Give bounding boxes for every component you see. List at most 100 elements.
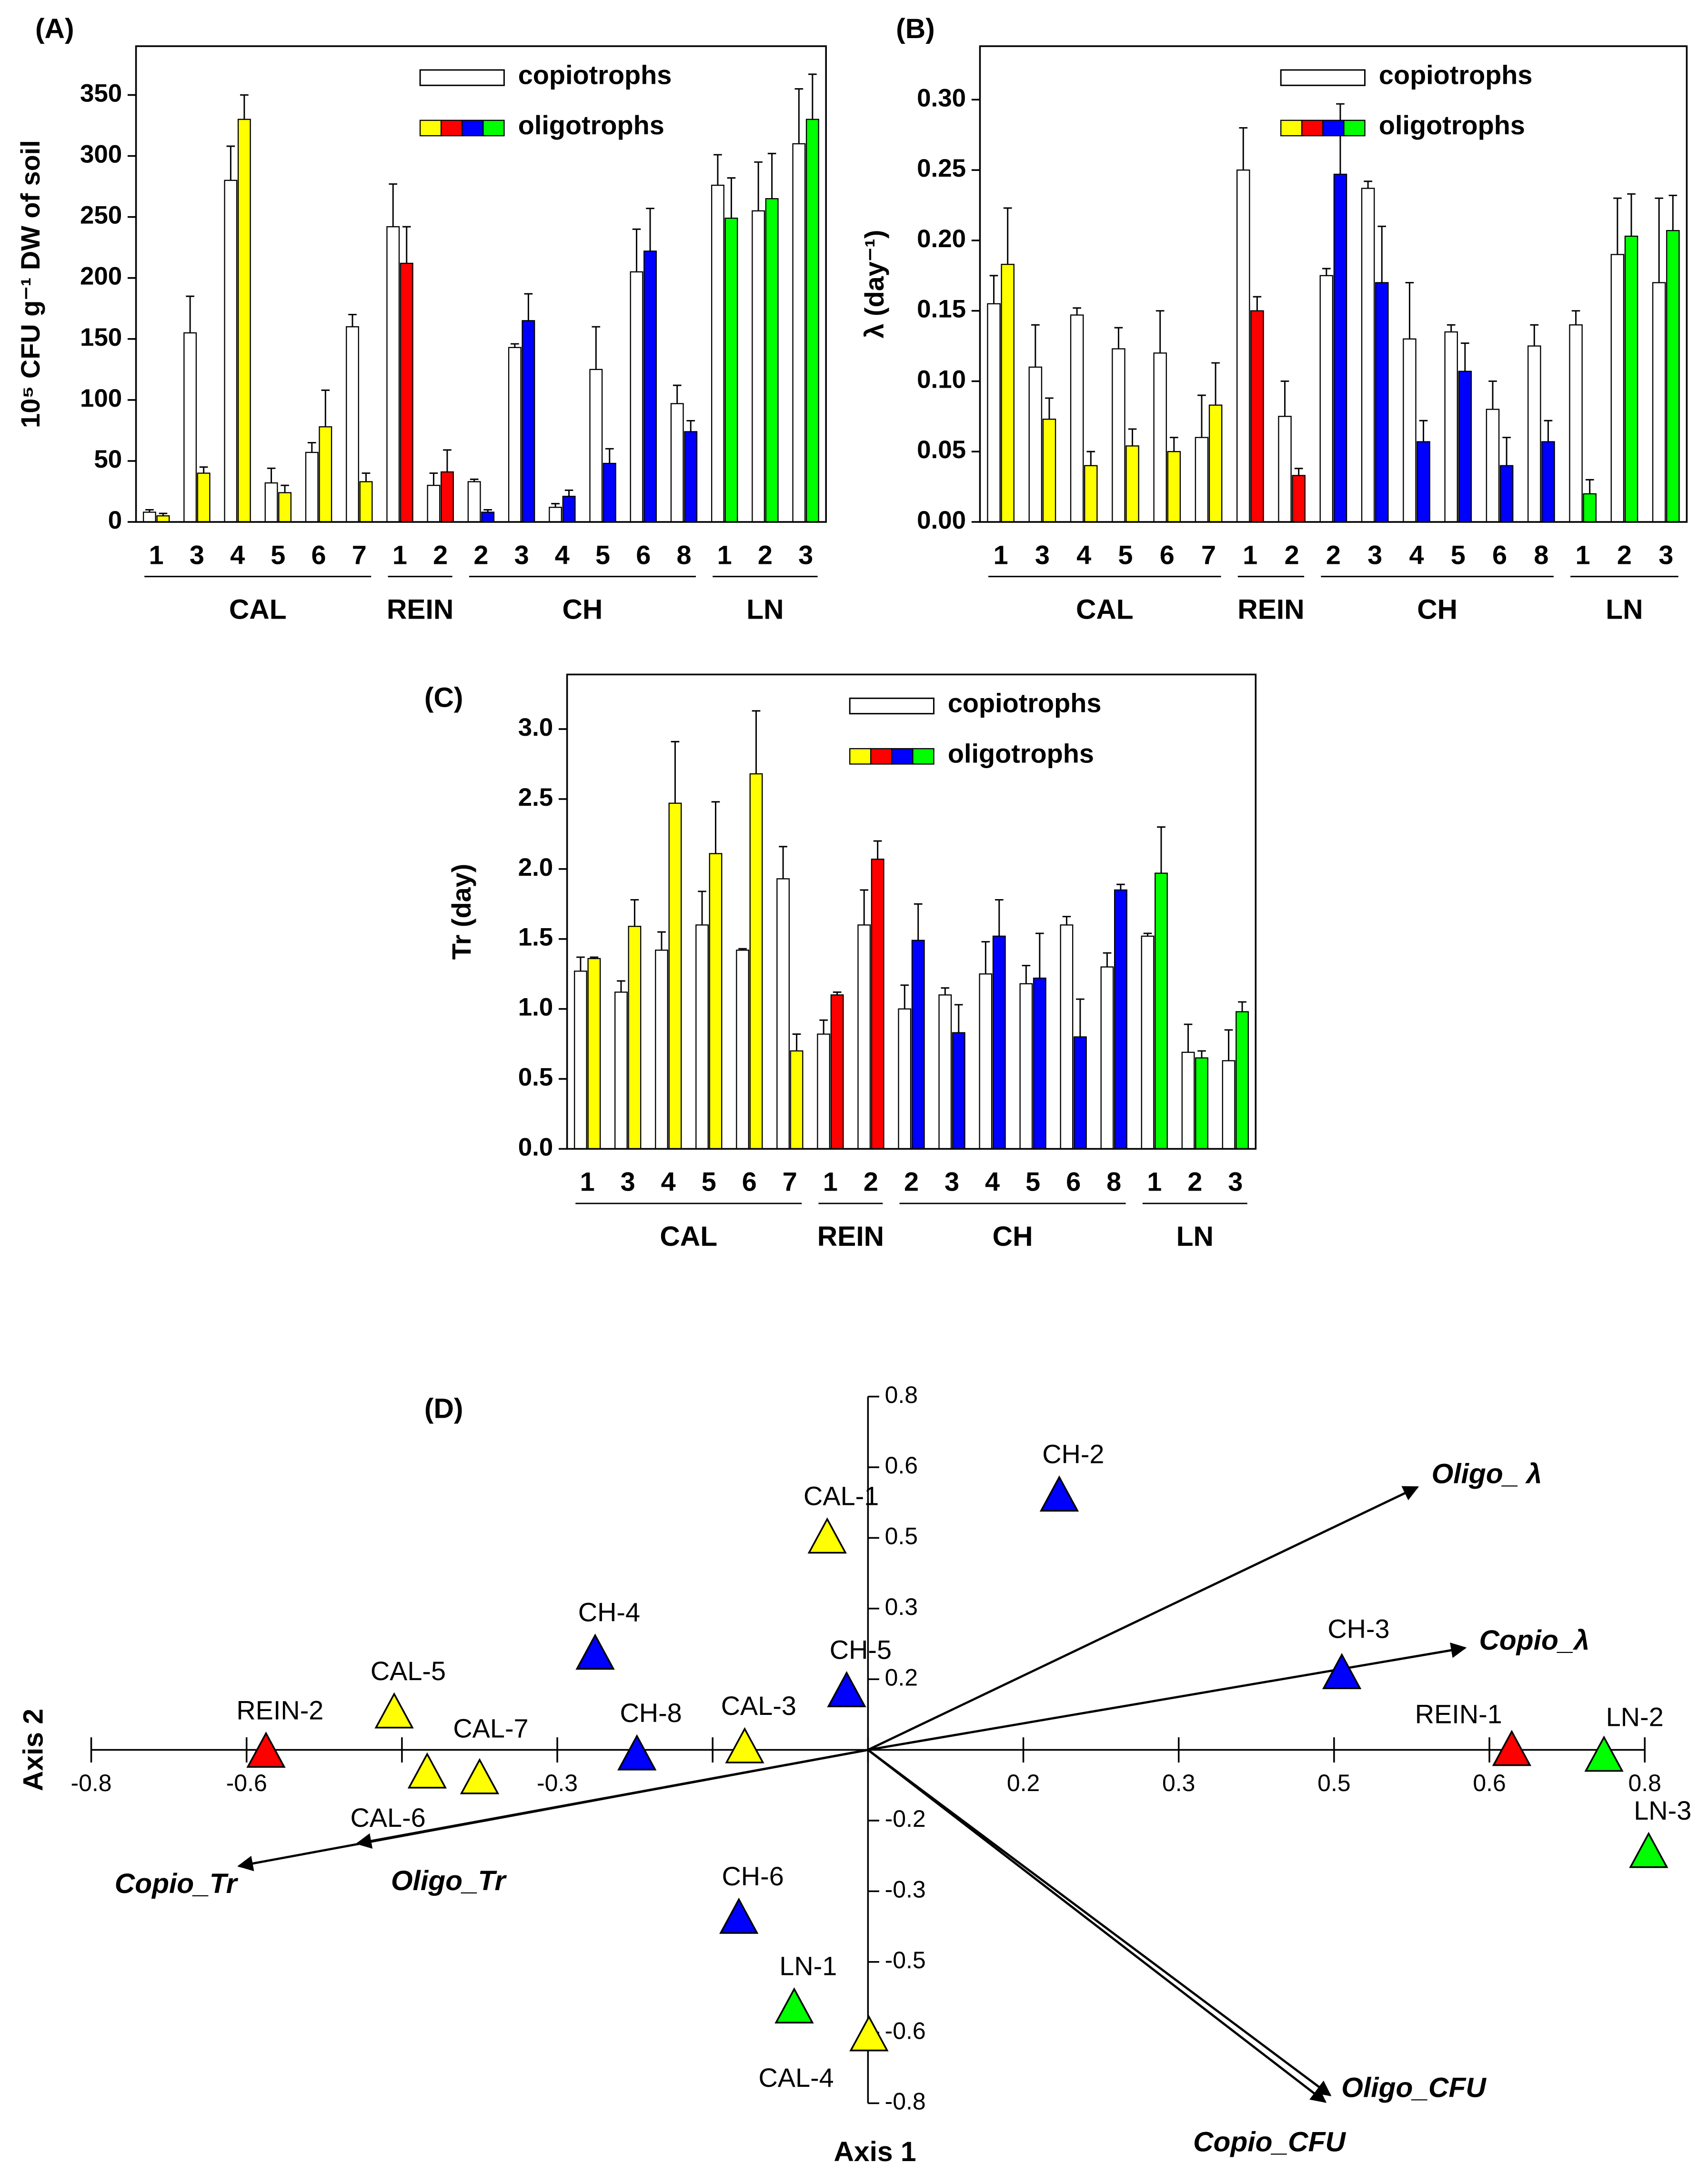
error-bar [551, 503, 560, 508]
bar [1610, 254, 1625, 523]
bar [857, 924, 871, 1150]
x-tick-label: 4 [661, 1167, 676, 1197]
loading-vector [867, 1749, 1327, 2103]
error-bar [1155, 310, 1165, 353]
bar [589, 369, 603, 523]
error-bar [713, 154, 722, 186]
error-bar [1239, 127, 1248, 170]
legend-swatch [482, 120, 505, 137]
vector-label: Oligo_Tr [391, 1865, 507, 1896]
point-label: LN-1 [779, 1951, 837, 1981]
x-tick-label: 6 [1066, 1167, 1081, 1197]
bar [1527, 345, 1541, 523]
error-bar [914, 903, 923, 941]
site-point [1039, 1475, 1079, 1512]
y-tick-label: 0.10 [917, 365, 966, 393]
panel-title: (C) [424, 682, 463, 713]
error-bar [1031, 324, 1040, 367]
error-bar [590, 956, 599, 959]
bar [952, 1032, 965, 1150]
bar [278, 492, 292, 523]
y-tick-label: 2.0 [518, 853, 553, 881]
error-bar [307, 442, 316, 453]
bar [752, 210, 765, 523]
point-label: CAL-1 [804, 1481, 879, 1511]
x-tick-label: 4 [555, 540, 570, 570]
x-tick-label: 1 [1243, 540, 1257, 570]
legend-label: oligotrophs [518, 110, 664, 140]
error-bar [671, 741, 680, 803]
legend-label: oligotrophs [948, 739, 1094, 769]
bar [1666, 230, 1680, 523]
site-point [774, 1987, 814, 2024]
bar [1361, 188, 1375, 523]
bar [573, 971, 587, 1150]
x-tick-label: 3 [190, 540, 204, 570]
bar [1541, 441, 1555, 523]
x-tick-label: 6 [311, 540, 326, 570]
error-bar [1170, 437, 1178, 452]
legend-swatch [870, 748, 893, 765]
bar [709, 853, 723, 1150]
group-label: CH [563, 594, 603, 625]
plot-frame [566, 673, 1257, 1150]
site-point [849, 2015, 889, 2052]
point-label: CH-4 [578, 1597, 640, 1627]
x-tick-label: 2 [473, 540, 488, 570]
error-bar [443, 449, 452, 472]
bar [1319, 275, 1334, 523]
bar [1208, 404, 1223, 523]
y-axis-label: Axis 2 [18, 1709, 49, 1791]
y-tick-label: 0.05 [917, 436, 966, 464]
legend-swatch [419, 69, 505, 86]
legend-swatch [1280, 120, 1303, 137]
x-tick-label: 3 [1035, 540, 1050, 570]
legend-swatch [419, 120, 442, 137]
panel-title: (B) [896, 13, 935, 44]
bar [1444, 331, 1458, 523]
site-point [725, 1727, 764, 1763]
bar [346, 326, 359, 523]
error-bar [1613, 197, 1622, 255]
y-tick-label: -0.2 [885, 1805, 926, 1832]
legend-swatch [440, 120, 463, 137]
error-bar [1405, 282, 1414, 339]
y-tick-label: 0.25 [917, 154, 966, 182]
bar [1652, 282, 1666, 523]
bar [1155, 872, 1168, 1150]
error-bar [1197, 394, 1206, 438]
bar [1236, 1011, 1249, 1150]
error-bar [941, 987, 950, 995]
plot-frame [979, 45, 1688, 523]
x-tick-label: -0.8 [71, 1770, 112, 1796]
error-bar [348, 314, 357, 327]
bar [1375, 282, 1389, 523]
legend-swatch [462, 120, 484, 137]
y-tick-label: 350 [80, 79, 122, 107]
x-tick-label: 1 [994, 540, 1008, 570]
x-tick-label: 3 [1658, 540, 1673, 570]
loading-vector [355, 1749, 868, 1849]
x-tick-label: 1 [717, 540, 732, 570]
bar [522, 320, 535, 523]
bar [1060, 924, 1074, 1150]
error-bar [1294, 468, 1303, 476]
bar [898, 1008, 912, 1150]
x-tick-label: 1 [580, 1167, 595, 1197]
error-bar [727, 177, 736, 219]
bar [805, 119, 819, 523]
error-bar [362, 472, 371, 482]
bar [427, 485, 441, 523]
point-label: CH-8 [620, 1698, 682, 1728]
y-tick-label: 2.5 [518, 783, 553, 811]
group-label: LN [1606, 594, 1643, 625]
error-bar [808, 73, 817, 120]
error-bar [1627, 193, 1636, 237]
point-label: REIN-1 [1415, 1699, 1502, 1729]
x-tick-label: 7 [1201, 540, 1216, 570]
vector-label: Oligo_ λ [1432, 1459, 1542, 1490]
x-tick-label: 2 [758, 540, 773, 570]
bar [142, 511, 156, 523]
site-point [407, 1752, 447, 1789]
vector-label: Copio_λ [1479, 1625, 1589, 1656]
